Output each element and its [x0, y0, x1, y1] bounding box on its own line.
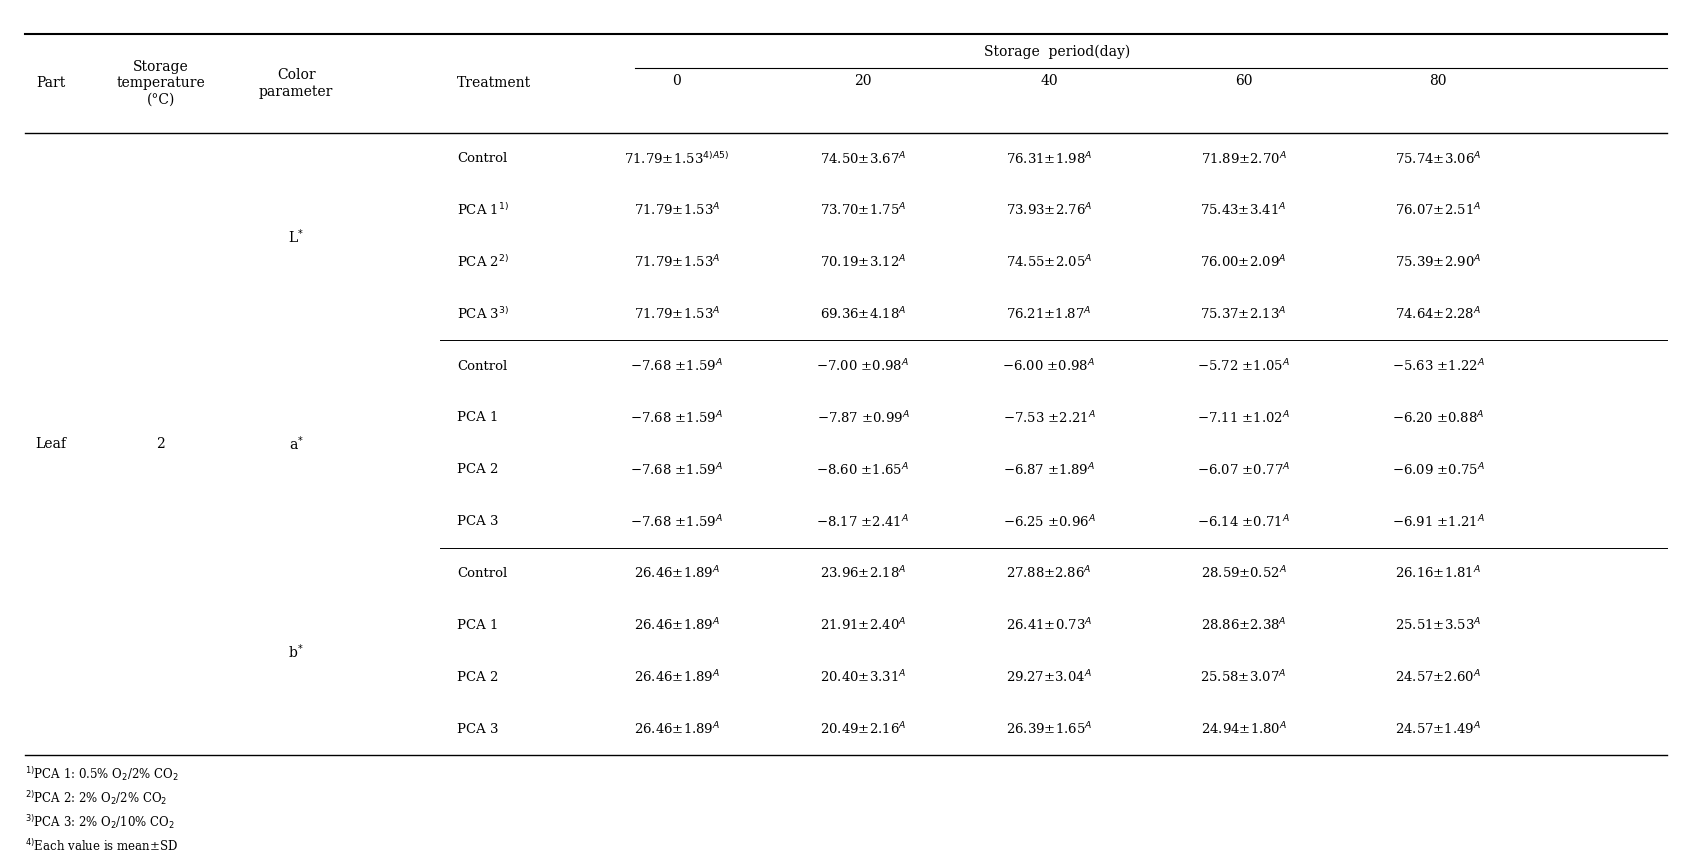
Text: −7.68 ±1.59$^{A}$: −7.68 ±1.59$^{A}$	[631, 514, 722, 530]
Text: 60: 60	[1235, 74, 1252, 88]
Text: 27.88±2.86$^{A}$: 27.88±2.86$^{A}$	[1007, 565, 1091, 582]
Text: 26.41±0.73$^{A}$: 26.41±0.73$^{A}$	[1005, 617, 1093, 633]
Text: Storage
temperature
(°C): Storage temperature (°C)	[117, 60, 205, 107]
Text: 29.27±3.04$^{A}$: 29.27±3.04$^{A}$	[1007, 669, 1091, 686]
Text: 74.50±3.67$^{A}$: 74.50±3.67$^{A}$	[819, 151, 907, 167]
Text: 23.96±2.18$^{A}$: 23.96±2.18$^{A}$	[819, 565, 907, 582]
Text: PCA 3: PCA 3	[457, 515, 499, 528]
Text: −8.17 ±2.41$^{A}$: −8.17 ±2.41$^{A}$	[816, 514, 910, 530]
Text: −6.87 ±1.89$^{A}$: −6.87 ±1.89$^{A}$	[1003, 461, 1095, 478]
Text: −6.07 ±0.77$^{A}$: −6.07 ±0.77$^{A}$	[1196, 461, 1291, 478]
Text: Color
parameter: Color parameter	[259, 68, 333, 98]
Text: 40: 40	[1041, 74, 1058, 88]
Text: Control: Control	[457, 567, 508, 580]
Text: Leaf: Leaf	[36, 437, 66, 451]
Text: −6.25 ±0.96$^{A}$: −6.25 ±0.96$^{A}$	[1003, 514, 1095, 530]
Text: PCA 3$^{3)}$: PCA 3$^{3)}$	[457, 306, 509, 322]
Text: −6.91 ±1.21$^{A}$: −6.91 ±1.21$^{A}$	[1393, 514, 1484, 530]
Text: Storage  period(day): Storage period(day)	[985, 45, 1130, 58]
Text: 25.58±3.07$^{A}$: 25.58±3.07$^{A}$	[1200, 669, 1288, 686]
Text: 71.79±1.53$^{A}$: 71.79±1.53$^{A}$	[633, 202, 721, 219]
Text: 73.70±1.75$^{A}$: 73.70±1.75$^{A}$	[819, 202, 907, 219]
Text: −7.87 ±0.99$^{A}$: −7.87 ±0.99$^{A}$	[817, 410, 909, 426]
Text: 69.36±4.18$^{A}$: 69.36±4.18$^{A}$	[819, 306, 907, 323]
Text: −7.68 ±1.59$^{A}$: −7.68 ±1.59$^{A}$	[631, 461, 722, 478]
Text: 75.39±2.90$^{A}$: 75.39±2.90$^{A}$	[1394, 254, 1482, 270]
Text: −7.68 ±1.59$^{A}$: −7.68 ±1.59$^{A}$	[631, 358, 722, 374]
Text: PCA 2$^{2)}$: PCA 2$^{2)}$	[457, 254, 509, 270]
Text: 76.31±1.98$^{A}$: 76.31±1.98$^{A}$	[1005, 151, 1093, 167]
Text: PCA 2: PCA 2	[457, 463, 497, 476]
Text: 26.46±1.89$^{A}$: 26.46±1.89$^{A}$	[634, 565, 719, 582]
Text: 24.57±1.49$^{A}$: 24.57±1.49$^{A}$	[1396, 721, 1480, 737]
Text: PCA 1: PCA 1	[457, 412, 497, 425]
Text: Part: Part	[36, 76, 66, 91]
Text: b$^{*}$: b$^{*}$	[288, 642, 305, 661]
Text: 26.46±1.89$^{A}$: 26.46±1.89$^{A}$	[634, 669, 719, 686]
Text: 20.40±3.31$^{A}$: 20.40±3.31$^{A}$	[819, 669, 907, 686]
Text: $^{4)}$Each value is mean±SD: $^{4)}$Each value is mean±SD	[25, 838, 178, 853]
Text: 76.00±2.09$^{A}$: 76.00±2.09$^{A}$	[1200, 254, 1288, 270]
Text: −6.00 ±0.98$^{A}$: −6.00 ±0.98$^{A}$	[1002, 358, 1096, 374]
Text: 75.43±3.41$^{A}$: 75.43±3.41$^{A}$	[1200, 202, 1288, 219]
Text: 24.57±2.60$^{A}$: 24.57±2.60$^{A}$	[1396, 669, 1480, 686]
Text: 24.94±1.80$^{A}$: 24.94±1.80$^{A}$	[1201, 721, 1286, 737]
Text: Control: Control	[457, 360, 508, 372]
Text: −5.72 ±1.05$^{A}$: −5.72 ±1.05$^{A}$	[1196, 358, 1291, 374]
Text: 71.79±1.53$^{A}$: 71.79±1.53$^{A}$	[633, 306, 721, 323]
Text: −7.11 ±1.02$^{A}$: −7.11 ±1.02$^{A}$	[1196, 410, 1291, 426]
Text: 20.49±2.16$^{A}$: 20.49±2.16$^{A}$	[819, 721, 907, 737]
Text: 80: 80	[1430, 74, 1447, 88]
Text: 21.91±2.40$^{A}$: 21.91±2.40$^{A}$	[819, 617, 907, 633]
Text: 76.07±2.51$^{A}$: 76.07±2.51$^{A}$	[1394, 202, 1482, 219]
Text: 28.86±2.38$^{A}$: 28.86±2.38$^{A}$	[1201, 617, 1286, 633]
Text: −7.00 ±0.98$^{A}$: −7.00 ±0.98$^{A}$	[816, 358, 910, 374]
Text: $^{2)}$PCA 2: 2% O$_2$/2% CO$_2$: $^{2)}$PCA 2: 2% O$_2$/2% CO$_2$	[25, 788, 168, 807]
Text: 70.19±3.12$^{A}$: 70.19±3.12$^{A}$	[819, 254, 907, 270]
Text: Treatment: Treatment	[457, 76, 531, 91]
Text: 71.89±2.70$^{A}$: 71.89±2.70$^{A}$	[1201, 151, 1286, 167]
Text: a$^{*}$: a$^{*}$	[289, 435, 303, 453]
Text: 76.21±1.87$^{A}$: 76.21±1.87$^{A}$	[1007, 306, 1091, 323]
Text: 26.16±1.81$^{A}$: 26.16±1.81$^{A}$	[1396, 565, 1480, 582]
Text: 75.37±2.13$^{A}$: 75.37±2.13$^{A}$	[1200, 306, 1288, 323]
Text: 26.39±1.65$^{A}$: 26.39±1.65$^{A}$	[1005, 721, 1093, 737]
Text: 71.79±1.53$^{A}$: 71.79±1.53$^{A}$	[633, 254, 721, 270]
Text: $^{1)}$PCA 1: 0.5% O$_2$/2% CO$_2$: $^{1)}$PCA 1: 0.5% O$_2$/2% CO$_2$	[25, 764, 179, 783]
Text: 73.93±2.76$^{A}$: 73.93±2.76$^{A}$	[1005, 202, 1093, 219]
Text: 26.46±1.89$^{A}$: 26.46±1.89$^{A}$	[634, 721, 719, 737]
Text: −6.09 ±0.75$^{A}$: −6.09 ±0.75$^{A}$	[1391, 461, 1486, 478]
Text: −6.20 ±0.88$^{A}$: −6.20 ±0.88$^{A}$	[1393, 410, 1484, 426]
Text: −7.53 ±2.21$^{A}$: −7.53 ±2.21$^{A}$	[1003, 410, 1095, 426]
Text: PCA 1: PCA 1	[457, 619, 497, 632]
Text: −8.60 ±1.65$^{A}$: −8.60 ±1.65$^{A}$	[816, 461, 910, 478]
Text: 74.64±2.28$^{A}$: 74.64±2.28$^{A}$	[1396, 306, 1480, 323]
Text: −5.63 ±1.22$^{A}$: −5.63 ±1.22$^{A}$	[1393, 358, 1484, 374]
Text: 25.51±3.53$^{A}$: 25.51±3.53$^{A}$	[1394, 617, 1482, 633]
Text: 20: 20	[854, 74, 871, 88]
Text: 75.74±3.06$^{A}$: 75.74±3.06$^{A}$	[1394, 151, 1482, 167]
Text: 74.55±2.05$^{A}$: 74.55±2.05$^{A}$	[1005, 254, 1093, 270]
Text: PCA 3: PCA 3	[457, 722, 499, 735]
Text: $^{3)}$PCA 3: 2% O$_2$/10% CO$_2$: $^{3)}$PCA 3: 2% O$_2$/10% CO$_2$	[25, 812, 176, 831]
Text: L$^{*}$: L$^{*}$	[288, 227, 305, 246]
Text: 0: 0	[672, 74, 682, 88]
Text: PCA 1$^{1)}$: PCA 1$^{1)}$	[457, 203, 509, 218]
Text: 26.46±1.89$^{A}$: 26.46±1.89$^{A}$	[634, 617, 719, 633]
Text: 28.59±0.52$^{A}$: 28.59±0.52$^{A}$	[1201, 565, 1286, 582]
Text: PCA 2: PCA 2	[457, 671, 497, 684]
Text: 2: 2	[156, 437, 166, 451]
Text: −6.14 ±0.71$^{A}$: −6.14 ±0.71$^{A}$	[1196, 514, 1291, 530]
Text: Control: Control	[457, 152, 508, 165]
Text: 71.79±1.53$^{4)A5)}$: 71.79±1.53$^{4)A5)}$	[624, 151, 729, 167]
Text: −7.68 ±1.59$^{A}$: −7.68 ±1.59$^{A}$	[631, 410, 722, 426]
